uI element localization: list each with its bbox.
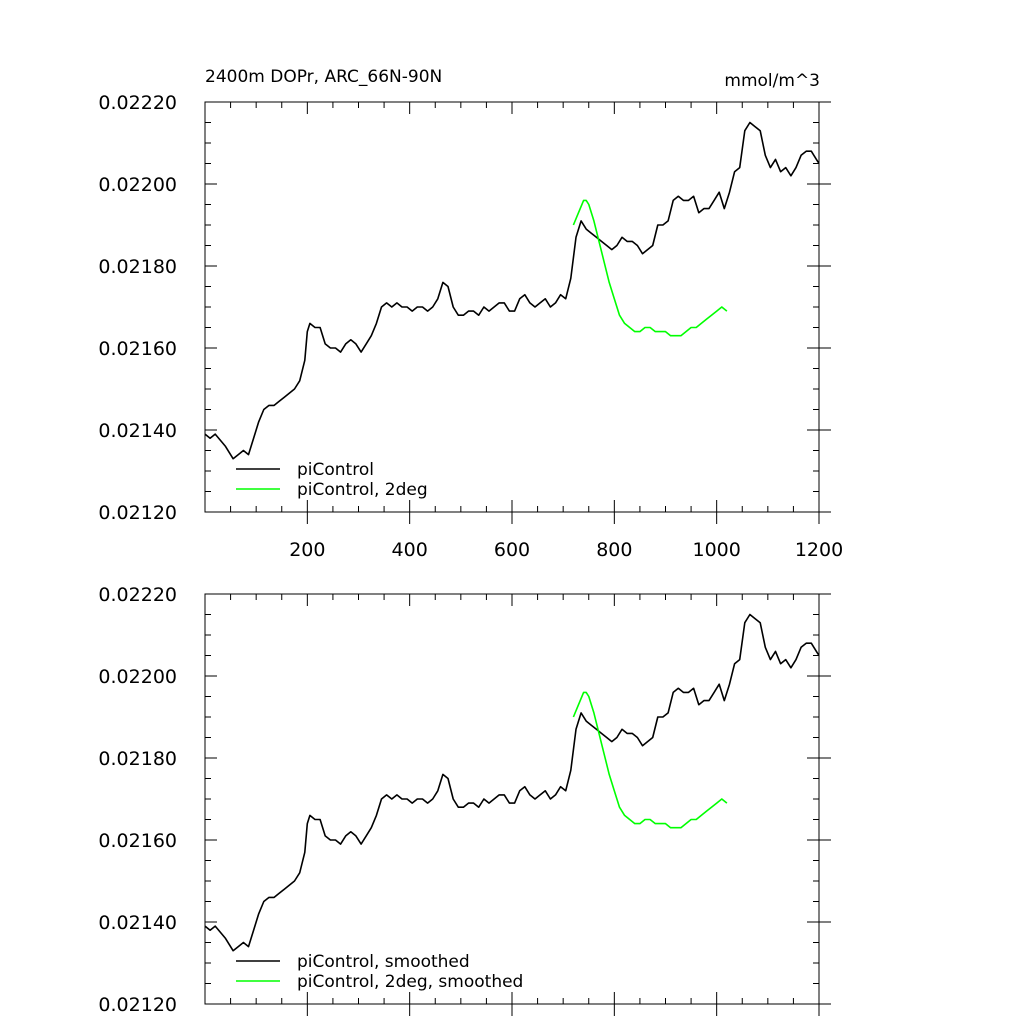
y-tick-label: 0.02200: [98, 666, 177, 688]
y-tick-label: 0.02160: [98, 830, 177, 852]
x-tick-label: 800: [596, 539, 632, 561]
y-tick-label: 0.02160: [98, 338, 177, 360]
series-line-green: [572, 691, 728, 829]
units-label: mmol/m^3: [724, 71, 820, 91]
y-tick-label: 0.02200: [98, 174, 177, 196]
y-tick-label: 0.02140: [98, 420, 177, 442]
x-tick-label: 400: [392, 539, 428, 561]
series-line-green: [572, 199, 728, 337]
legend-label: piControl, 2deg: [297, 480, 428, 500]
series-line-black: [204, 121, 820, 460]
plot-frame: [204, 593, 820, 1005]
y-tick-label: 0.02140: [98, 912, 177, 934]
chart-title: 2400m DOPr, ARC_66N-90N: [205, 67, 442, 87]
y-tick-label: 0.02120: [98, 502, 177, 524]
y-tick-label: 0.02180: [98, 748, 177, 770]
x-tick-label: 1200: [795, 539, 843, 561]
x-tick-label: 1000: [692, 539, 740, 561]
bottom-panel: 0.02220 0.02200 0.02180 0.02160 0.02140 0.021…: [98, 584, 831, 1016]
series-line-black: [204, 613, 820, 952]
legend-label: piControl: [297, 460, 374, 480]
y-tick-label: 0.02220: [98, 92, 177, 114]
y-tick-label: 0.02120: [98, 994, 177, 1016]
x-tick-label: 200: [289, 539, 325, 561]
legend-label: piControl, 2deg, smoothed: [297, 972, 523, 992]
x-tick-label: 600: [494, 539, 530, 561]
legend-label: piControl, smoothed: [297, 952, 470, 972]
top-panel: 200 400 600 800 1000 1200 0.02220 0.02200 0.0218…: [98, 92, 843, 561]
plot-frame: [204, 101, 820, 513]
y-tick-label: 0.02180: [98, 256, 177, 278]
y-tick-label: 0.02220: [98, 584, 177, 606]
